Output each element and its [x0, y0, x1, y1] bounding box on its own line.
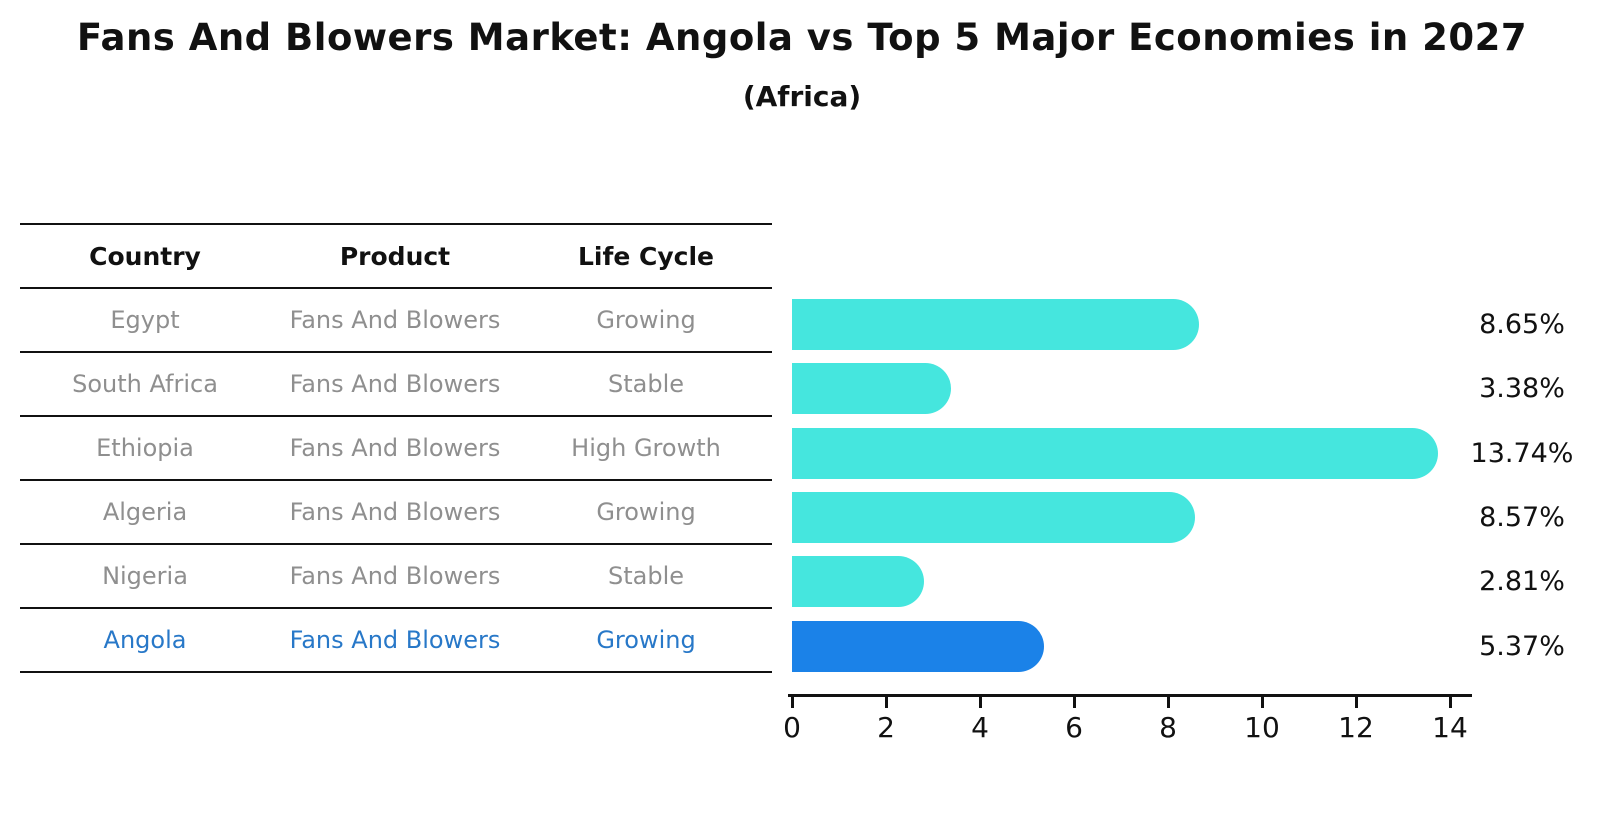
table-cell-life-cycle: Growing — [596, 306, 696, 334]
chart-title: Fans And Blowers Market: Angola vs Top 5… — [76, 16, 1528, 59]
table-cell-country: South Africa — [72, 370, 218, 398]
table-row-nigeria: Nigeria Fans And Blowers Stable — [20, 543, 772, 607]
x-axis-tick — [884, 697, 888, 708]
x-axis-tick — [1166, 697, 1170, 708]
bar-value-label-algeria: 8.57% — [1479, 502, 1565, 533]
bar-ethiopia — [792, 428, 1438, 479]
x-axis-tick — [978, 697, 982, 708]
table-cell-country: Algeria — [102, 498, 188, 526]
table-row-angola: Angola Fans And Blowers Growing — [20, 607, 772, 671]
x-axis-tick-label: 6 — [1065, 711, 1083, 744]
table-cell-country: Egypt — [110, 306, 180, 334]
column-header: Life Cycle — [577, 241, 715, 271]
bar-angola — [792, 621, 1044, 672]
x-axis-tick-label: 8 — [1159, 711, 1177, 744]
table-header-row: Country Product Life Cycle — [20, 223, 772, 287]
bar-value-label-nigeria: 2.81% — [1479, 566, 1565, 597]
table-row-algeria: Algeria Fans And Blowers Growing — [20, 479, 772, 543]
x-axis-tick — [1354, 697, 1358, 708]
table-row-south-africa: South Africa Fans And Blowers Stable — [20, 351, 772, 415]
table-cell-life-cycle: Growing — [596, 498, 696, 526]
x-axis-line — [788, 694, 1472, 697]
x-axis-tick-label: 12 — [1338, 711, 1374, 744]
column-header: Country — [89, 241, 201, 271]
x-axis-tick — [1072, 697, 1076, 708]
bar-value-label-angola: 5.37% — [1479, 631, 1565, 662]
x-axis-tick-label: 4 — [971, 711, 989, 744]
table-cell-country: Nigeria — [102, 562, 188, 590]
bar-value-label-egypt: 8.65% — [1479, 309, 1565, 340]
table-cell-product: Fans And Blowers — [289, 370, 501, 398]
table-cell-country: Angola — [103, 626, 187, 654]
table-cell-life-cycle: Stable — [607, 562, 685, 590]
bar-south-africa — [792, 363, 951, 414]
table-cell-product: Fans And Blowers — [289, 562, 501, 590]
country-table: Country Product Life Cycle Egypt Fans And Bl… — [20, 223, 772, 673]
table-cell-product: Fans And Blowers — [289, 498, 501, 526]
x-axis-tick — [1260, 697, 1264, 708]
table-cell-product: Fans And Blowers — [289, 306, 501, 334]
bar-egypt — [792, 299, 1199, 350]
table-row-egypt: Egypt Fans And Blowers Growing — [20, 287, 772, 351]
x-axis-tick — [1448, 697, 1452, 708]
x-axis-tick-label: 0 — [783, 711, 801, 744]
table-cell-product: Fans And Blowers — [289, 626, 501, 654]
column-header: Product — [339, 241, 451, 271]
x-axis-tick — [790, 697, 794, 708]
bar-algeria — [792, 492, 1195, 543]
bar-value-label-ethiopia: 13.74% — [1470, 438, 1574, 469]
chart-subtitle: (Africa) — [742, 80, 862, 113]
bar-nigeria — [792, 556, 924, 607]
x-axis-tick-label: 14 — [1432, 711, 1468, 744]
bar-value-label-south-africa: 3.38% — [1479, 373, 1565, 404]
table-cell-life-cycle: Growing — [596, 626, 696, 654]
table-cell-country: Ethiopia — [96, 434, 194, 462]
x-axis-tick-label: 10 — [1244, 711, 1280, 744]
table-cell-life-cycle: Stable — [607, 370, 685, 398]
table-cell-life-cycle: High Growth — [571, 434, 721, 462]
table-cell-product: Fans And Blowers — [289, 434, 501, 462]
x-axis-tick-label: 2 — [877, 711, 895, 744]
table-row-ethiopia: Ethiopia Fans And Blowers High Growth — [20, 415, 772, 479]
